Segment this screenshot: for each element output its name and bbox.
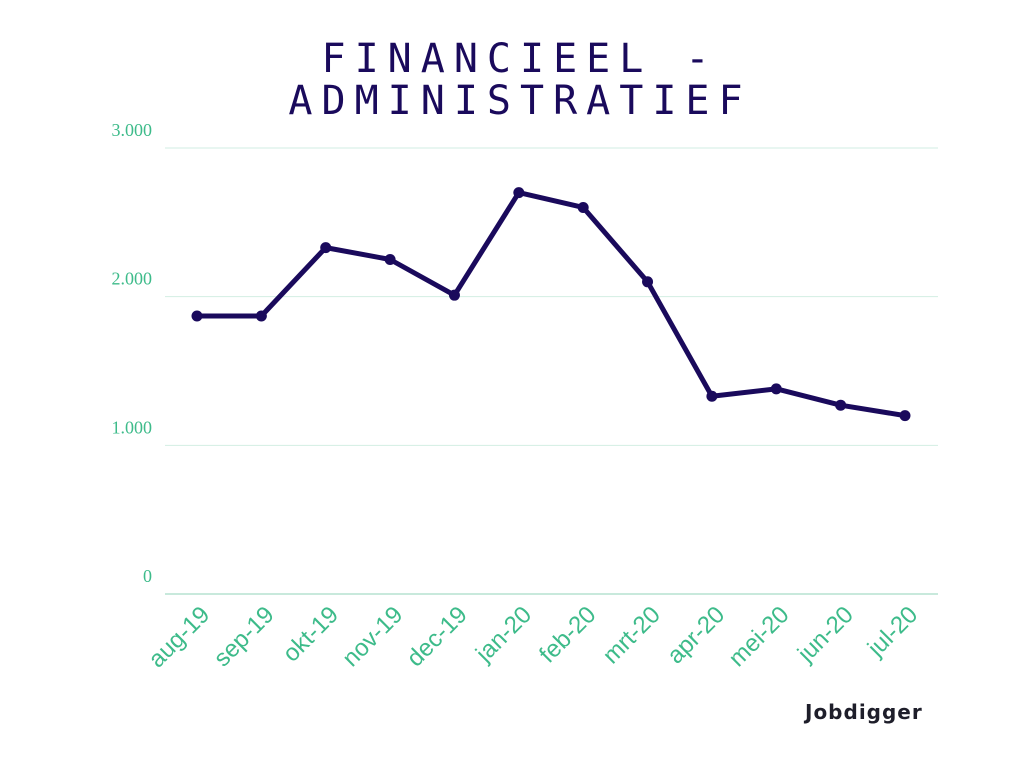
x-tick-label: apr-20 [662,601,730,669]
y-tick-label: 0 [143,566,152,586]
series [191,187,911,422]
data-point [191,310,203,322]
data-point [448,289,460,301]
x-tick-label: jan-20 [470,601,537,668]
data-point [770,383,782,395]
x-tick-label: dec-19 [402,601,473,672]
grid-lines [165,147,938,595]
x-tick-label: aug-19 [143,601,215,673]
y-tick-label: 1.000 [112,417,153,437]
x-axis-tick-labels: aug-19sep-19okt-19nov-19dec-19jan-20feb-… [143,601,923,673]
chart-title-line-1: FINANCIEEL - [321,36,719,82]
x-tick-label: feb-20 [534,601,601,668]
data-point [384,254,396,265]
data-point [899,410,911,422]
x-tick-label: nov-19 [337,601,408,672]
data-point [255,310,267,322]
x-tick-label: mei-20 [724,601,795,672]
x-tick-label: jun-20 [792,601,859,668]
data-point [577,201,589,213]
chart-title-line-2: ADMINISTRATIEF [288,78,752,124]
x-tick-label: jul-20 [862,601,923,662]
chart-title: FINANCIEEL - ADMINISTRATIEF [0,38,1024,122]
x-tick-label: sep-19 [209,601,280,672]
x-tick-label: okt-19 [278,601,344,667]
y-tick-label: 3.000 [112,120,153,140]
jobdigger-logo: Jobdigger [805,700,923,724]
y-axis-tick-labels: 0 1.000 2.000 3.000 [112,120,153,586]
x-tick-label: mrt-20 [598,601,666,669]
series-line [194,190,908,419]
data-point [642,276,654,288]
data-point [320,242,332,254]
data-point [513,187,525,199]
data-point [835,399,847,411]
data-point [706,390,718,402]
y-tick-label: 2.000 [112,269,153,289]
